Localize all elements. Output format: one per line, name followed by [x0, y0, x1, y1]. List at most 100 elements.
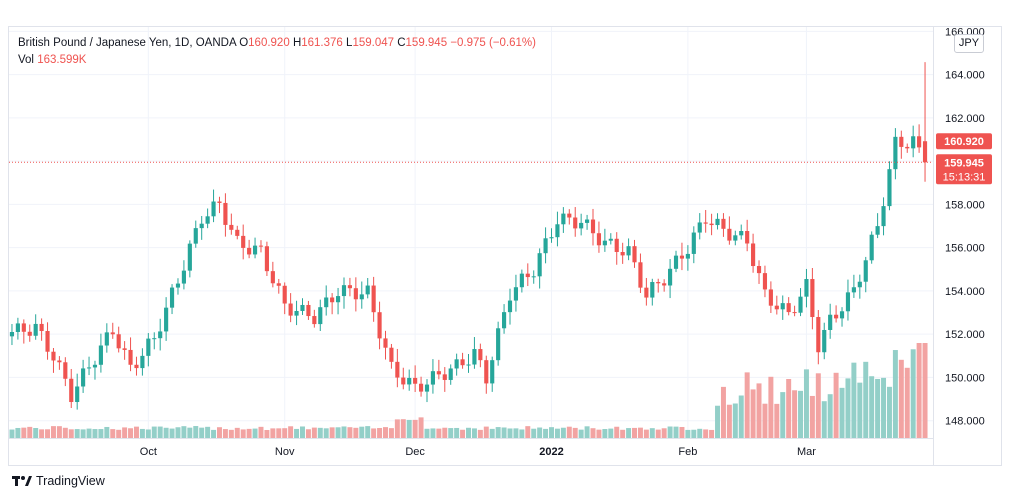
candle-body [110, 332, 115, 335]
volume-bar [643, 429, 649, 438]
volume-bar [608, 428, 614, 438]
volume-bar [578, 429, 584, 438]
volume-bar [845, 378, 851, 438]
candle-body [709, 223, 714, 226]
candle-body [460, 359, 465, 366]
prev-price-tag [936, 133, 992, 150]
volume-bar [216, 427, 222, 438]
candle-body [92, 364, 98, 368]
volume-bar [774, 403, 780, 438]
candle-body [745, 231, 750, 244]
candle-body [881, 206, 886, 227]
time-tick-label: 2022 [539, 446, 563, 458]
volume-bar [477, 429, 483, 438]
legend-close: 159.945 [405, 37, 448, 49]
volume-bar [881, 377, 887, 438]
candle-body [893, 136, 898, 170]
candle-body [81, 368, 86, 387]
candle-body [845, 292, 851, 312]
candle-body [424, 384, 430, 392]
candle-body [804, 279, 809, 297]
volume-bar [74, 429, 80, 438]
candle-body [276, 283, 281, 286]
candle-body [365, 285, 370, 295]
candle-body [810, 279, 815, 318]
footer[interactable]: TradingView [12, 474, 105, 488]
volume-bar [377, 427, 383, 438]
legend-symbol[interactable]: British Pound / Japanese Yen, 1D, OANDA [18, 37, 236, 49]
volume-bar [922, 343, 928, 438]
volume-bar [252, 428, 258, 438]
legend-change: −0.975 (−0.61%) [450, 37, 536, 49]
candle-body [828, 314, 833, 330]
price-tick-label: 150.000 [945, 372, 985, 384]
candle-body [104, 332, 109, 346]
volume-bar [833, 372, 839, 438]
candle-body [863, 260, 868, 282]
footer-brand[interactable]: TradingView [36, 474, 105, 488]
candle-body [282, 285, 287, 304]
volume-bar [898, 359, 904, 438]
volume-bar [910, 349, 916, 438]
volume-bar [869, 376, 875, 438]
volume-bar [655, 429, 661, 438]
candle-body [626, 246, 631, 256]
candle-body [436, 371, 441, 375]
legend-high-label: H [292, 37, 302, 49]
volume-bar [187, 427, 193, 438]
volume-bar [299, 426, 305, 438]
candle-body [650, 282, 655, 298]
volume-bar [394, 419, 400, 438]
volume-bar [786, 379, 792, 438]
volume-bar [507, 428, 513, 438]
candle-body [917, 136, 922, 148]
price-tags: 160.920 159.945 15:13:31 [936, 133, 992, 185]
volume-bar [311, 427, 317, 438]
currency-badge[interactable]: JPY [954, 34, 984, 53]
volume-bar [614, 426, 620, 438]
volume-bar [501, 427, 507, 438]
price-tick-label: 152.000 [945, 329, 985, 341]
volume-bar [602, 429, 608, 438]
candle-body [899, 136, 904, 147]
volume-bar [276, 428, 282, 438]
candle-body [697, 222, 702, 233]
candle-body [454, 359, 459, 369]
candle-body [407, 377, 412, 385]
legend-vol: 163.599K [37, 54, 87, 66]
volume-bar [637, 427, 643, 438]
candle-body [235, 229, 240, 236]
volume-bar [365, 426, 371, 438]
volume-bar [110, 429, 116, 438]
candle-body [164, 307, 169, 332]
time-tick-label: Dec [405, 446, 425, 458]
volume-bar [703, 429, 709, 438]
candle-body [442, 374, 447, 380]
last-price-text: 159.945 [944, 157, 984, 169]
candle-body [175, 283, 181, 288]
volume-bar [270, 428, 276, 438]
candle-body [134, 364, 139, 369]
chart-legend: British Pound / Japanese Yen, 1D, OANDA … [18, 35, 536, 69]
price-tick-label: 164.000 [945, 70, 985, 82]
volume-bar [863, 361, 869, 438]
candle-body [27, 331, 32, 336]
volume-bar [809, 395, 815, 438]
volume-bar [916, 343, 922, 438]
candle-body [341, 285, 347, 297]
time-tick-label: Mar [797, 446, 816, 458]
volume-bar [679, 426, 685, 438]
volume-bar [554, 428, 560, 438]
volume-bar [56, 426, 62, 438]
volume-bar [732, 403, 738, 438]
candle-body [193, 228, 198, 244]
volume-bar [282, 428, 288, 438]
candle-body [857, 281, 862, 288]
volume-bar [294, 428, 300, 438]
prev-price-text: 160.920 [944, 136, 984, 148]
candle-body [496, 328, 501, 361]
candle-body [330, 297, 335, 303]
chart-frame [8, 26, 1002, 466]
candle-body [751, 243, 756, 267]
